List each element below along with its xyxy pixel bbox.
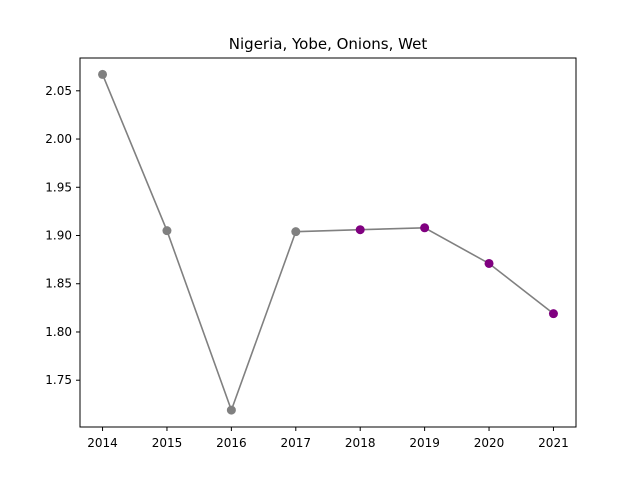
x-tick-label: 2021 [538, 436, 569, 450]
x-tick-label: 2014 [87, 436, 118, 450]
chart-title: Nigeria, Yobe, Onions, Wet [229, 35, 428, 53]
data-point [548, 309, 558, 319]
data-point [420, 223, 430, 233]
plot-area [79, 57, 577, 428]
data-point [162, 226, 172, 236]
series-layer [98, 69, 558, 415]
y-tick-label: 1.95 [45, 180, 72, 194]
data-point [226, 405, 236, 415]
y-tick-label: 1.80 [45, 325, 72, 339]
x-tick-label: 2018 [345, 436, 376, 450]
y-tick-label: 2.05 [45, 84, 72, 98]
x-tick-label: 2016 [216, 436, 247, 450]
x-tick-label: 2017 [281, 436, 312, 450]
y-tick-label: 1.75 [45, 373, 72, 387]
x-axis: 2014 2015 2016 2017 2018 2019 2020 2021 [87, 427, 569, 450]
x-tick-label: 2020 [474, 436, 505, 450]
y-axis: 1.75 1.80 1.85 1.90 1.95 2.00 2.05 [45, 84, 80, 387]
x-tick-label: 2015 [152, 436, 183, 450]
x-tick-label: 2019 [409, 436, 440, 450]
series-line [101, 74, 554, 413]
y-tick-label: 2.00 [45, 132, 72, 146]
data-point [98, 69, 108, 79]
y-tick-label: 1.90 [45, 229, 72, 243]
data-point [355, 225, 365, 235]
data-point [291, 227, 301, 237]
y-tick-label: 1.85 [45, 277, 72, 291]
data-point [484, 258, 494, 268]
